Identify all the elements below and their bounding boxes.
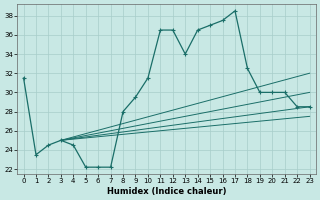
X-axis label: Humidex (Indice chaleur): Humidex (Indice chaleur) xyxy=(107,187,226,196)
